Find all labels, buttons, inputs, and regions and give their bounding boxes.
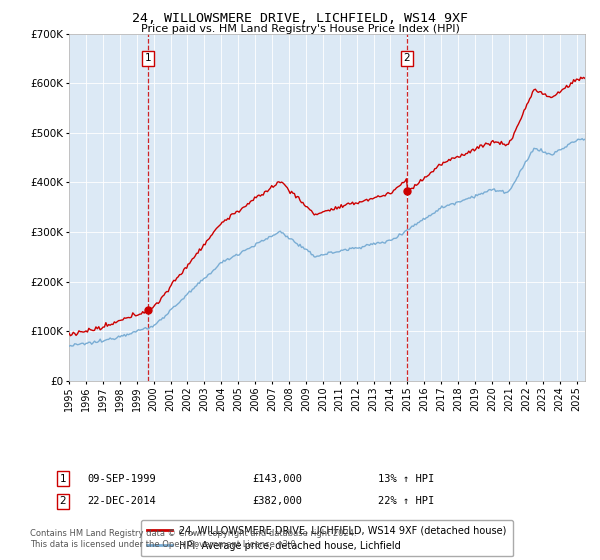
Text: 09-SEP-1999: 09-SEP-1999 [87,474,156,484]
Text: 2: 2 [404,53,410,63]
Text: 22-DEC-2014: 22-DEC-2014 [87,496,156,506]
Text: Contains HM Land Registry data © Crown copyright and database right 2024.
This d: Contains HM Land Registry data © Crown c… [30,529,356,549]
Text: 24, WILLOWSMERE DRIVE, LICHFIELD, WS14 9XF: 24, WILLOWSMERE DRIVE, LICHFIELD, WS14 9… [132,12,468,25]
Text: £382,000: £382,000 [252,496,302,506]
Text: 1: 1 [59,474,67,484]
Text: 1: 1 [145,53,152,63]
Text: £143,000: £143,000 [252,474,302,484]
Text: 2: 2 [59,496,67,506]
Text: 13% ↑ HPI: 13% ↑ HPI [378,474,434,484]
Text: 22% ↑ HPI: 22% ↑ HPI [378,496,434,506]
Legend: 24, WILLOWSMERE DRIVE, LICHFIELD, WS14 9XF (detached house), HPI: Average price,: 24, WILLOWSMERE DRIVE, LICHFIELD, WS14 9… [142,520,512,557]
Text: Price paid vs. HM Land Registry's House Price Index (HPI): Price paid vs. HM Land Registry's House … [140,24,460,34]
